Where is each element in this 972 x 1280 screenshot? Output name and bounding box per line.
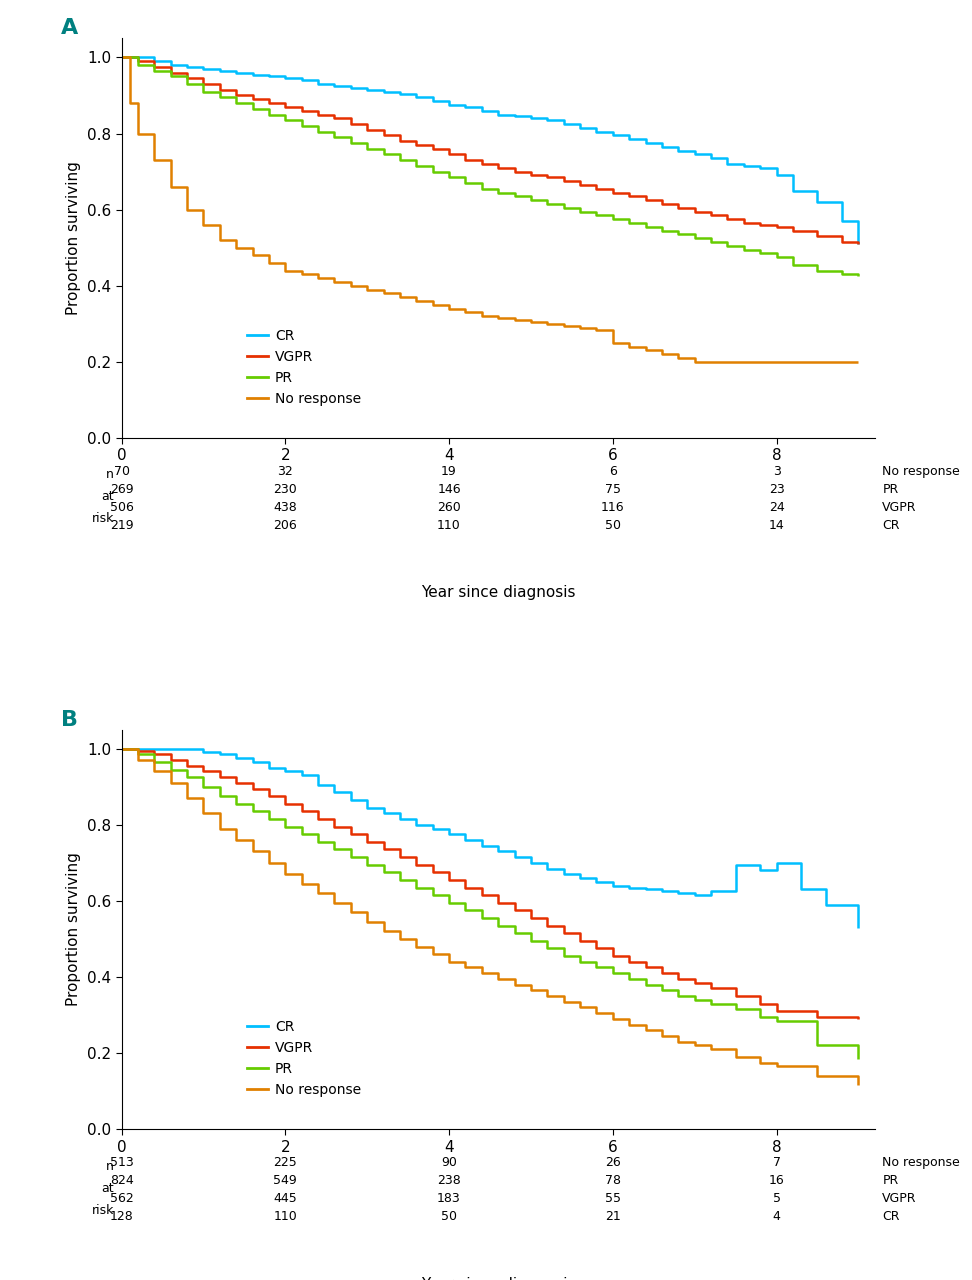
Text: 110: 110 <box>273 1211 297 1224</box>
Text: 6: 6 <box>608 465 616 477</box>
Text: 55: 55 <box>605 1192 621 1204</box>
Text: 445: 445 <box>273 1192 297 1204</box>
Text: at: at <box>101 490 114 503</box>
Text: 225: 225 <box>273 1156 297 1169</box>
Text: 269: 269 <box>110 483 133 495</box>
Text: 3: 3 <box>773 465 781 477</box>
Text: 70: 70 <box>114 465 129 477</box>
Text: 110: 110 <box>437 520 461 532</box>
Text: 14: 14 <box>769 520 784 532</box>
Text: 32: 32 <box>277 465 294 477</box>
Text: VGPR: VGPR <box>883 500 917 513</box>
Text: CR: CR <box>883 520 900 532</box>
Text: 23: 23 <box>769 483 784 495</box>
Text: No response: No response <box>883 465 960 477</box>
Text: 146: 146 <box>437 483 461 495</box>
Text: 206: 206 <box>273 520 297 532</box>
Text: 238: 238 <box>437 1174 461 1187</box>
Text: PR: PR <box>883 1174 898 1187</box>
Text: 7: 7 <box>773 1156 781 1169</box>
Text: 26: 26 <box>605 1156 621 1169</box>
Text: 513: 513 <box>110 1156 133 1169</box>
Text: VGPR: VGPR <box>883 1192 917 1204</box>
Y-axis label: Proportion surviving: Proportion surviving <box>66 161 82 315</box>
Text: Year since diagnosis: Year since diagnosis <box>421 1276 575 1280</box>
Text: 19: 19 <box>441 465 457 477</box>
Text: risk: risk <box>91 1203 114 1216</box>
Text: No response: No response <box>883 1156 960 1169</box>
Text: 78: 78 <box>605 1174 621 1187</box>
Text: n: n <box>106 468 114 481</box>
Text: 562: 562 <box>110 1192 133 1204</box>
Text: 116: 116 <box>601 500 625 513</box>
Y-axis label: Proportion surviving: Proportion surviving <box>66 852 82 1006</box>
Text: 90: 90 <box>441 1156 457 1169</box>
Text: 50: 50 <box>441 1211 457 1224</box>
Text: A: A <box>61 18 79 38</box>
Text: 506: 506 <box>110 500 133 513</box>
Text: 219: 219 <box>110 520 133 532</box>
Text: 5: 5 <box>773 1192 781 1204</box>
Text: 4: 4 <box>773 1211 781 1224</box>
Text: risk: risk <box>91 512 114 525</box>
Text: at: at <box>101 1181 114 1194</box>
Text: 128: 128 <box>110 1211 133 1224</box>
Text: 183: 183 <box>437 1192 461 1204</box>
Text: 549: 549 <box>273 1174 297 1187</box>
Text: B: B <box>61 709 78 730</box>
Text: 824: 824 <box>110 1174 133 1187</box>
Text: CR: CR <box>883 1211 900 1224</box>
Text: 75: 75 <box>605 483 621 495</box>
Text: Year since diagnosis: Year since diagnosis <box>421 585 575 600</box>
Text: 260: 260 <box>437 500 461 513</box>
Text: 16: 16 <box>769 1174 784 1187</box>
Text: n: n <box>106 1160 114 1172</box>
Legend: CR, VGPR, PR, No response: CR, VGPR, PR, No response <box>241 1014 366 1102</box>
Text: 21: 21 <box>605 1211 621 1224</box>
Text: 50: 50 <box>605 520 621 532</box>
Text: 438: 438 <box>273 500 297 513</box>
Text: PR: PR <box>883 483 898 495</box>
Text: 230: 230 <box>273 483 297 495</box>
Text: 24: 24 <box>769 500 784 513</box>
Legend: CR, VGPR, PR, No response: CR, VGPR, PR, No response <box>241 323 366 411</box>
